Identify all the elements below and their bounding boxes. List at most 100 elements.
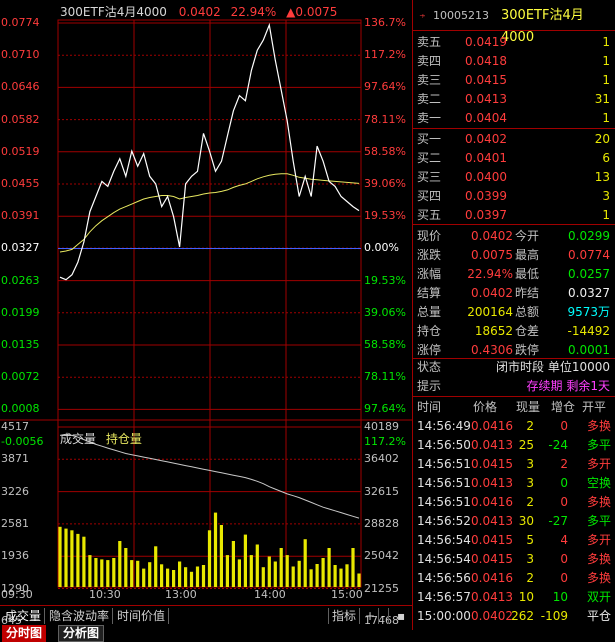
bid-volume: 20 [594,132,610,146]
price-axis-tick: 0.0327 [1,241,40,255]
bid-row[interactable]: 买四 0.0399 3 [413,187,615,206]
flag-icon[interactable]: ⍆ [419,9,426,22]
volume-bar [255,544,259,587]
tab-volume[interactable]: 成交量 [2,608,46,624]
tick-row[interactable]: 15:00:00 0.0402 262 -109 平仓 [413,607,615,626]
ask-row[interactable]: 卖五 0.0419 1 [413,33,615,52]
bid-volume: 13 [594,170,610,184]
tick-row[interactable]: 14:56:56 0.0416 2 0 多换 [413,569,615,588]
hint-label: 提示 [417,379,442,393]
ask-row[interactable]: 卖四 0.0418 1 [413,52,615,71]
bid-row[interactable]: 买五 0.0397 1 [413,206,615,225]
price-axis-tick: 0.0072 [1,370,40,384]
volume-bar [315,564,319,587]
volume-bar [201,565,206,587]
ticks-header-type: 开平 [582,400,607,414]
stat-value: 9573万 [567,305,610,319]
stat-label: 最高 [515,248,540,262]
tick-row[interactable]: 14:56:51 0.0413 3 0 空换 [413,474,615,493]
chart-area[interactable] [0,0,412,605]
tick-row[interactable]: 14:56:52 0.0413 30 -27 多平 [413,512,615,531]
tick-type: 多平 [586,438,611,452]
tick-row[interactable]: 14:56:51 0.0416 2 0 多换 [413,493,615,512]
stat-value: 22.94% [467,267,513,281]
volume-bar [64,528,68,587]
hint-value: 存续期 剩余1天 [526,379,610,393]
volume-bar [273,561,277,587]
volume-bar [172,570,176,587]
bid-volume: 6 [602,151,610,165]
tick-row[interactable]: 14:56:54 0.0415 3 0 多换 [413,550,615,569]
tab-implied-volatility[interactable]: 隐含波动率 [46,608,114,624]
zoom-in-button[interactable]: + [362,608,380,624]
tick-time: 14:56:56 [417,571,471,585]
stat-value: 0.0327 [568,286,610,300]
option-name: 300ETF沽4月4000 [501,8,584,45]
tick-price: 0.0416 [471,495,513,509]
ask-row[interactable]: 卖一 0.0404 1 [413,109,615,128]
stat-label: 持仓 [417,324,442,338]
volume-axis-tick: 1936 [1,549,29,563]
bid-volume: 3 [602,189,610,203]
indicator-button[interactable]: 指标 [328,608,361,624]
intraday-chart[interactable] [0,0,412,605]
stat-label: 最低 [515,267,540,281]
volume-axis-tick: 3871 [1,452,29,466]
bid-row[interactable]: 买一 0.0402 20 [413,130,615,149]
stat-value: 0.0774 [568,248,610,262]
bid-label: 买一 [417,132,442,146]
tick-price: 0.0416 [471,419,513,433]
tick-type: 多换 [586,495,611,509]
volume-bar [327,548,331,587]
stat-value: 0.0402 [471,286,513,300]
volume-bar [267,556,271,587]
panel-scroll-icon[interactable]: ▪ [397,609,406,623]
tick-volume: 2 [526,419,534,433]
tick-price: 0.0415 [471,552,513,566]
tick-volume: 5 [526,533,534,547]
bid-row[interactable]: 买三 0.0400 13 [413,168,615,187]
stat-value: 0.0257 [568,267,610,281]
indicator-tab-bar: 成交量 隐含波动率 时间价值 指标 + - ▪ [0,605,412,626]
tick-row[interactable]: 14:56:49 0.0416 2 0 多换 [413,417,615,436]
ask-row[interactable]: 卖二 0.0413 31 [413,90,615,109]
bid-row[interactable]: 买二 0.0401 6 [413,149,615,168]
tab-intraday[interactable]: 分时图 [2,625,47,642]
ask-row[interactable]: 卖三 0.0415 1 [413,71,615,90]
stat-label: 今开 [515,229,540,243]
volume-bar [243,534,247,587]
quote-title-row: ⍆ 10005213 300ETF沽4月4000 [413,5,615,45]
tick-price: 0.0413 [471,476,513,490]
chart-pct: 22.94% [230,5,277,19]
time-axis-tick: 15:00 [331,588,363,601]
tick-row[interactable]: 14:56:57 0.0413 10 10 双开 [413,588,615,607]
tick-volume: 3 [526,476,534,490]
tick-oi-change: 4 [560,533,568,547]
status-value: 闭市时段 单位10000 [496,360,610,374]
volume-bar [136,560,140,587]
tick-row[interactable]: 14:56:50 0.0413 25 -24 多平 [413,436,615,455]
tick-oi-change: 0 [560,552,568,566]
volume-bar [100,559,104,587]
ask-volume: 1 [602,111,610,125]
tick-row[interactable]: 14:56:51 0.0415 3 2 多开 [413,455,615,474]
zoom-out-button[interactable]: - [378,608,390,624]
volume-bar [58,526,62,587]
tick-row[interactable]: 14:56:54 0.0415 5 4 多开 [413,531,615,550]
chart-title: 300ETF沽4月4000 [60,5,167,19]
tick-type: 多换 [586,552,611,566]
tab-time-value[interactable]: 时间价值 [114,608,170,624]
tick-price: 0.0415 [471,533,513,547]
open-interest-line [59,433,360,519]
volume-bar [357,573,361,587]
ask-label: 卖三 [417,73,442,87]
pct-axis-tick: 58.58% [364,144,406,158]
tick-time: 14:56:51 [417,476,471,490]
tab-analysis[interactable]: 分析图 [58,625,105,642]
oi-axis-tick: 17468 [364,613,399,627]
tick-time: 14:56:50 [417,438,471,452]
bid-volume: 1 [602,208,610,222]
bid-price: 0.0400 [465,170,507,184]
ask-label: 卖二 [417,92,442,106]
option-code: 10005213 [433,9,489,22]
